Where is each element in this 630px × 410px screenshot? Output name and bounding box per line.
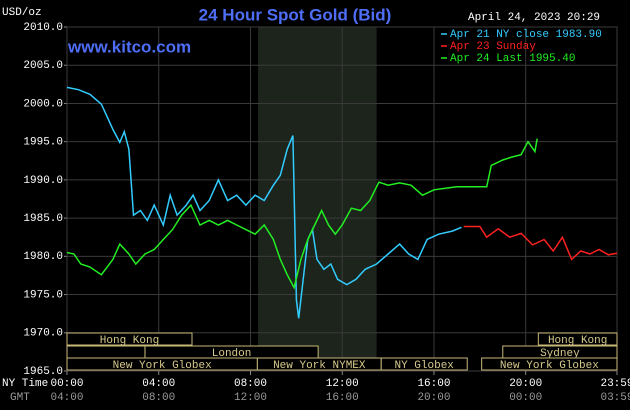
session-label: New York Globex bbox=[500, 360, 599, 372]
y-tick-label: 1995.0 bbox=[23, 137, 63, 149]
session-box bbox=[380, 357, 468, 371]
session-label: New York NYMEX bbox=[273, 360, 366, 372]
x-tick-label: 12:00 bbox=[326, 378, 359, 390]
y-tick-label: 1985.0 bbox=[23, 213, 63, 225]
y-tick-label: 2010.0 bbox=[23, 22, 63, 34]
timestamp: April 24, 2023 20:29 bbox=[468, 12, 600, 24]
x2-tick-label: 04:00 bbox=[50, 392, 83, 404]
price-line bbox=[463, 225, 618, 261]
x2-tick-label: 08:00 bbox=[142, 392, 175, 404]
y-tick-label: 1975.0 bbox=[23, 289, 63, 301]
y-tick-label: 1990.0 bbox=[23, 175, 63, 187]
session-label: New York Globex bbox=[113, 360, 212, 372]
x2-tick-label: 00:00 bbox=[509, 392, 542, 404]
y-unit: USD/oz bbox=[2, 7, 42, 19]
session-label: London bbox=[212, 348, 252, 360]
y-tick-label: 1970.0 bbox=[23, 328, 63, 340]
x-axis-label: NY Time bbox=[2, 378, 48, 390]
y-tick-label: 2005.0 bbox=[23, 60, 63, 72]
session-label: NY Globex bbox=[395, 360, 455, 372]
session-label: Hong Kong bbox=[548, 335, 607, 347]
x-tick-label: 04:00 bbox=[142, 378, 175, 390]
y-tick-label: 2000.0 bbox=[23, 98, 63, 110]
x2-tick-label: 12:00 bbox=[234, 392, 267, 404]
x-tick-label: 23:59 bbox=[600, 378, 630, 390]
x2-tick-label: 16:00 bbox=[326, 392, 359, 404]
legend-label: Apr 21 NY close 1983.90 bbox=[450, 29, 602, 41]
price-line bbox=[66, 138, 538, 290]
y-tick-label: 1980.0 bbox=[23, 251, 63, 263]
session-label: Sydney bbox=[540, 348, 580, 360]
chart-title: 24 Hour Spot Gold (Bid) bbox=[199, 5, 392, 24]
x2-axis-label: GMT bbox=[10, 392, 30, 404]
session-box bbox=[481, 357, 618, 371]
legend-label: Apr 23 Sunday bbox=[450, 41, 536, 53]
x-tick-label: 20:00 bbox=[509, 378, 542, 390]
y-tick-label: 1965.0 bbox=[23, 366, 63, 378]
x-tick-label: 00:00 bbox=[50, 378, 83, 390]
watermark: www.kitco.com bbox=[67, 37, 191, 56]
legend-label: Apr 24 Last 1995.40 bbox=[450, 53, 575, 65]
session-box bbox=[66, 332, 193, 346]
x2-tick-label: 20:00 bbox=[417, 392, 450, 404]
x2-tick-label: 03:59 bbox=[600, 392, 630, 404]
session-box bbox=[537, 332, 618, 346]
trading-hours-shade bbox=[258, 27, 377, 371]
x-tick-label: 16:00 bbox=[417, 378, 450, 390]
price-line bbox=[66, 86, 462, 319]
session-box bbox=[66, 345, 146, 359]
x-tick-label: 08:00 bbox=[234, 378, 267, 390]
session-label: Hong Kong bbox=[100, 335, 159, 347]
